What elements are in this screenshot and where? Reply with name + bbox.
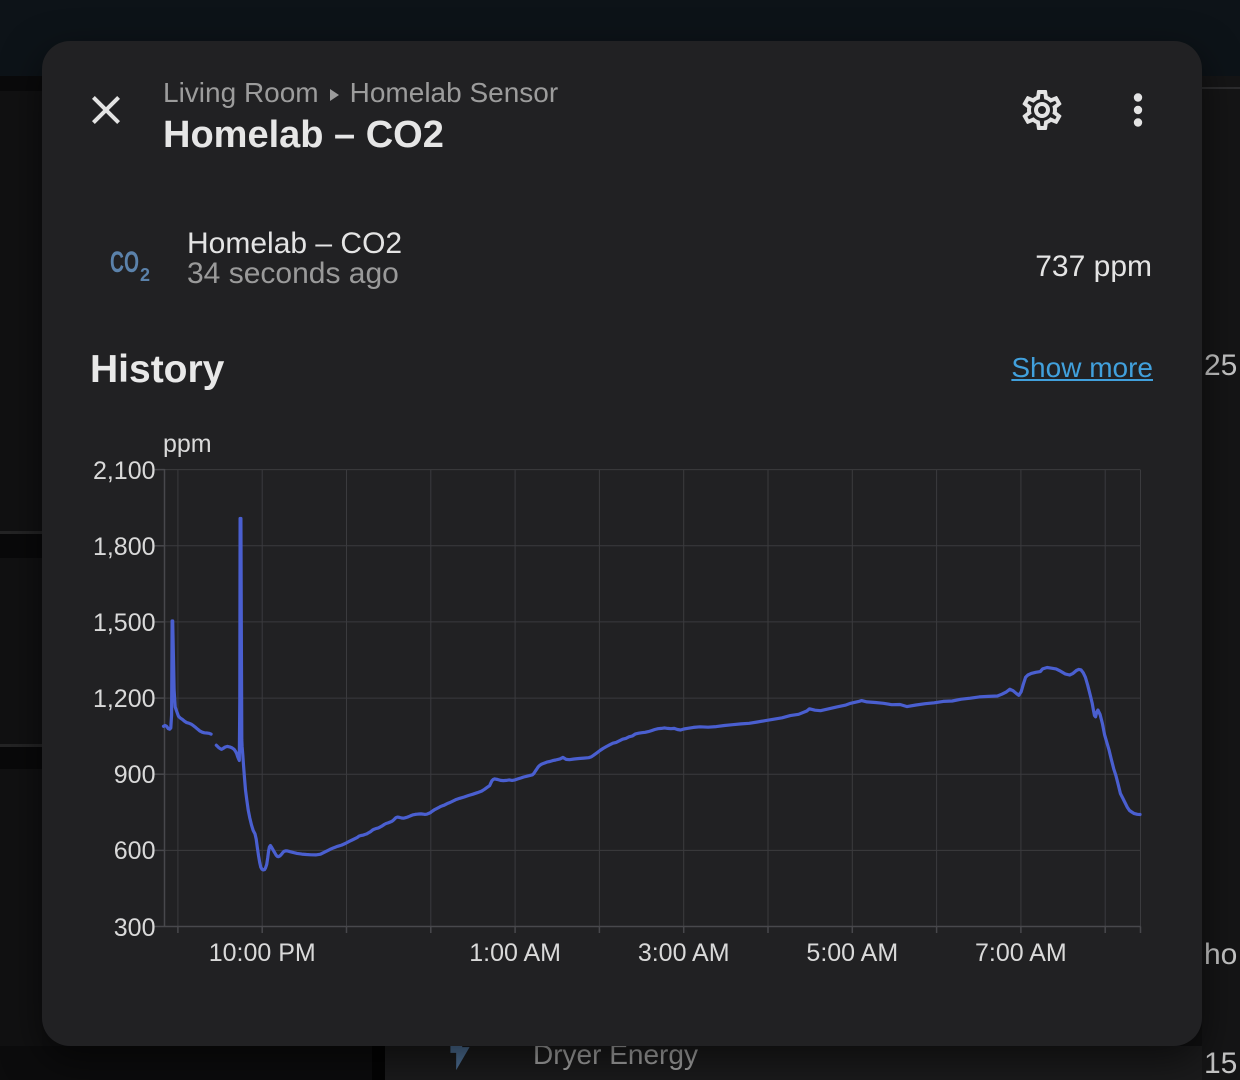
svg-text:3:00 AM: 3:00 AM	[638, 939, 730, 967]
svg-text:2: 2	[140, 265, 150, 285]
svg-text:5:00 AM: 5:00 AM	[806, 939, 898, 967]
svg-text:600: 600	[114, 837, 156, 865]
svg-text:7:00 AM: 7:00 AM	[975, 939, 1067, 967]
svg-text:CO: CO	[110, 246, 139, 279]
svg-text:1,800: 1,800	[93, 533, 156, 561]
svg-text:1,500: 1,500	[93, 609, 156, 637]
svg-text:1,200: 1,200	[93, 685, 156, 713]
svg-text:900: 900	[114, 761, 156, 789]
svg-text:1:00 AM: 1:00 AM	[469, 939, 561, 967]
svg-text:300: 300	[114, 914, 156, 942]
svg-text:10:00 PM: 10:00 PM	[209, 939, 316, 967]
svg-text:ppm: ppm	[163, 430, 212, 458]
svg-text:2,100: 2,100	[93, 457, 156, 485]
